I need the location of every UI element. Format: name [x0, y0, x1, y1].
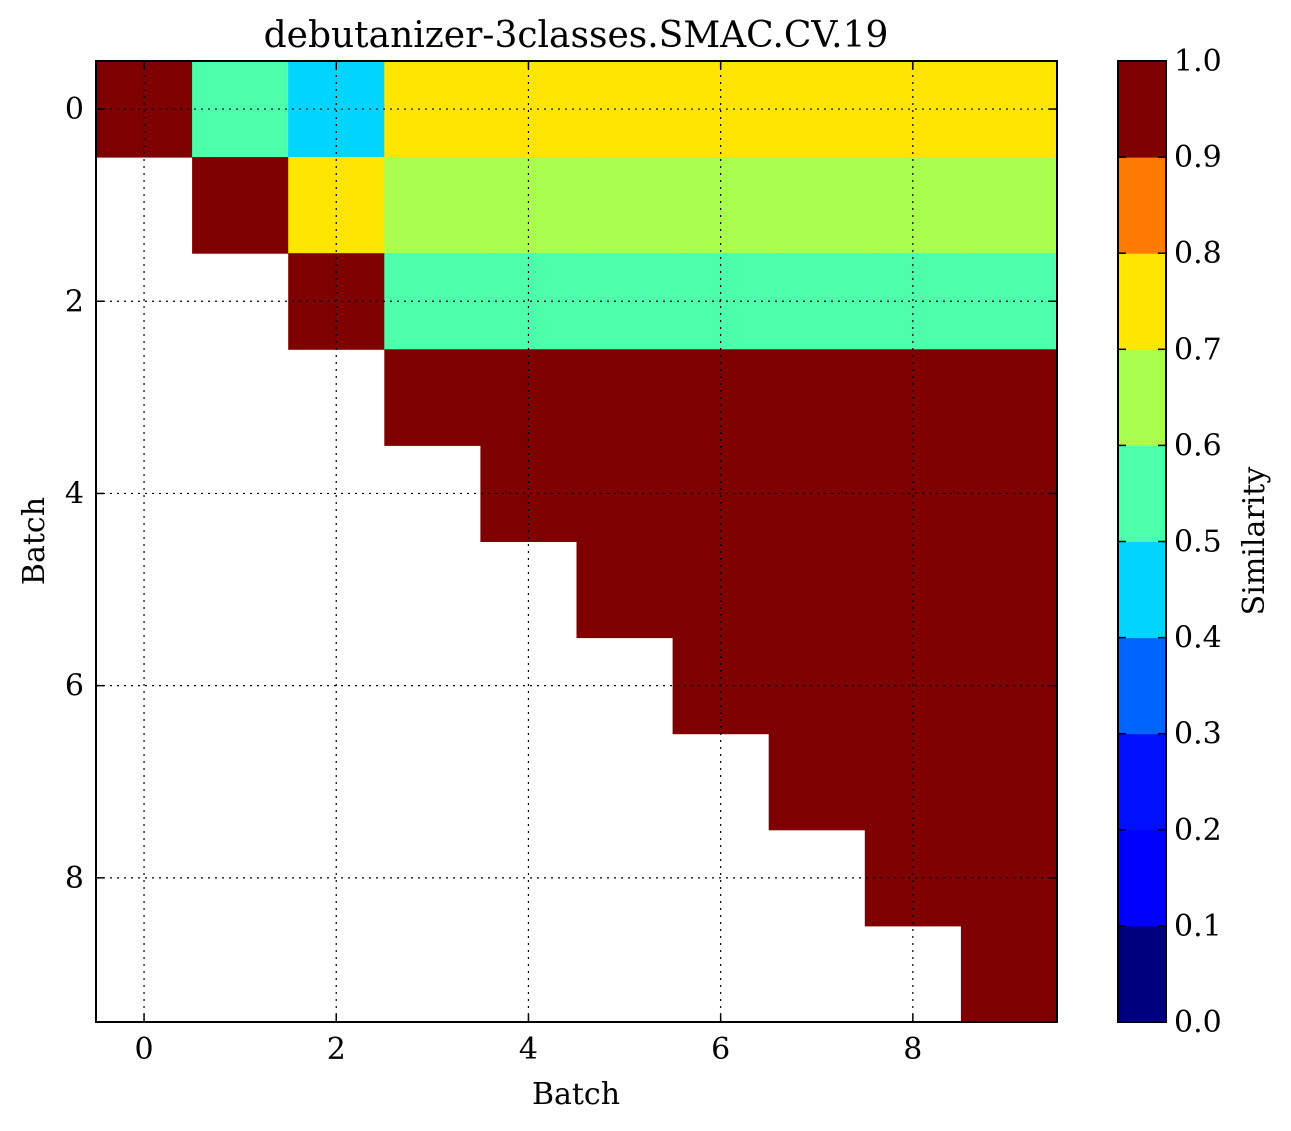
- colorbar-tick-label: 0.7: [1174, 332, 1222, 367]
- y-tick-label: 0: [65, 92, 84, 127]
- colorbar-tick-label: 0.2: [1174, 813, 1222, 848]
- y-tick-label: 6: [65, 669, 84, 704]
- heatmap-cell-1-1: [192, 157, 289, 254]
- heatmap-cell-1-8: [864, 157, 962, 254]
- heatmap-cell-8-8: [864, 829, 962, 927]
- heatmap-cell-5-6: [672, 541, 770, 639]
- x-tick-label: 2: [327, 1032, 346, 1067]
- heatmap-cell-3-3: [384, 349, 481, 446]
- colorbar-tick-label: 0.6: [1174, 428, 1222, 463]
- colorbar-segment-2: [1118, 733, 1166, 831]
- colorbar: [1118, 61, 1166, 1023]
- heatmap-cell-5-7: [768, 541, 866, 639]
- heatmap-cell-5-5: [576, 541, 674, 639]
- y-tick-label: 2: [65, 284, 84, 319]
- colorbar-tick-label: 0.1: [1174, 909, 1222, 944]
- colorbar-segment-4: [1118, 541, 1166, 639]
- heatmap-cell-1-2: [288, 157, 385, 254]
- heatmap-cell-1-9: [960, 157, 1058, 254]
- axis-ticks: 0 2 4 6 8 0 2 4 6 8: [65, 61, 1057, 1067]
- heatmap-cell-1-7: [768, 157, 866, 254]
- heatmap-cell-8-9: [960, 829, 1058, 927]
- heatmap-cell-4-8: [864, 445, 962, 542]
- heatmap-cells: [96, 61, 1058, 1023]
- colorbar-segment-6: [1118, 349, 1166, 446]
- colorbar-tick-label: 0.5: [1174, 525, 1222, 560]
- heatmap-cell-0-0: [96, 61, 193, 158]
- x-tick-label: 6: [711, 1032, 730, 1067]
- colorbar-tick-label: 0.9: [1174, 140, 1222, 175]
- x-tick-label: 4: [519, 1032, 538, 1067]
- heatmap-cell-1-3: [384, 157, 481, 254]
- colorbar-segment-0: [1118, 925, 1166, 1023]
- y-tick-label: 8: [65, 861, 84, 896]
- heatmap-cell-7-7: [768, 733, 866, 831]
- colorbar-segment-9: [1118, 61, 1166, 158]
- colorbar-tick-label: 0.4: [1174, 621, 1222, 656]
- heatmap-cell-0-5: [576, 61, 674, 158]
- heatmap-cell-3-7: [768, 349, 866, 446]
- colorbar-tick-label: 0.8: [1174, 236, 1222, 271]
- heatmap-cell-5-8: [864, 541, 962, 639]
- colorbar-segment-5: [1118, 445, 1166, 542]
- x-axis-label: Batch: [532, 1077, 620, 1112]
- heatmap-cell-3-5: [576, 349, 674, 446]
- heatmap-cell-0-1: [192, 61, 289, 158]
- heatmap-cell-0-9: [960, 61, 1058, 158]
- colorbar-tick-label: 1.0: [1174, 44, 1222, 79]
- heatmap-cell-4-9: [960, 445, 1058, 542]
- heatmap-cell-4-4: [480, 445, 577, 542]
- colorbar-tick-label: 0.0: [1174, 1005, 1222, 1040]
- heatmap-cell-4-5: [576, 445, 674, 542]
- heatmap-cell-3-9: [960, 349, 1058, 446]
- heatmap-cell-5-9: [960, 541, 1058, 639]
- heatmap-cell-0-2: [288, 61, 385, 158]
- colorbar-segment-8: [1118, 157, 1166, 254]
- heatmap-cell-1-5: [576, 157, 674, 254]
- colorbar-ticks: 0.0 0.1 0.2 0.3 0.4 0.5 0.6 0.7 0.8 0.9 1.0: [1118, 44, 1222, 1040]
- colorbar-segment-1: [1118, 829, 1166, 927]
- heatmap-cell-1-6: [672, 157, 770, 254]
- colorbar-tick-label: 0.3: [1174, 717, 1222, 752]
- heatmap-cell-7-9: [960, 733, 1058, 831]
- chart-title: debutanizer-3classes.SMAC.CV.19: [264, 15, 889, 56]
- heatmap-cell-1-4: [480, 157, 577, 254]
- plot-frame: [95, 60, 1058, 1023]
- colorbar-segment-7: [1118, 253, 1166, 350]
- colorbar-segment-3: [1118, 637, 1166, 735]
- heatmap-cell-2-2: [288, 253, 385, 350]
- heatmap-cell-9-9: [960, 925, 1058, 1023]
- colorbar-label: Similarity: [1237, 467, 1272, 616]
- x-tick-label: 8: [903, 1032, 922, 1067]
- heatmap-cell-2-9: [960, 253, 1058, 350]
- heatmap-cell-6-9: [960, 637, 1058, 735]
- x-tick-label: 0: [135, 1032, 154, 1067]
- y-tick-label: 4: [65, 476, 84, 511]
- heatmap-cell-2-5: [576, 253, 674, 350]
- y-axis-label: Batch: [17, 497, 52, 585]
